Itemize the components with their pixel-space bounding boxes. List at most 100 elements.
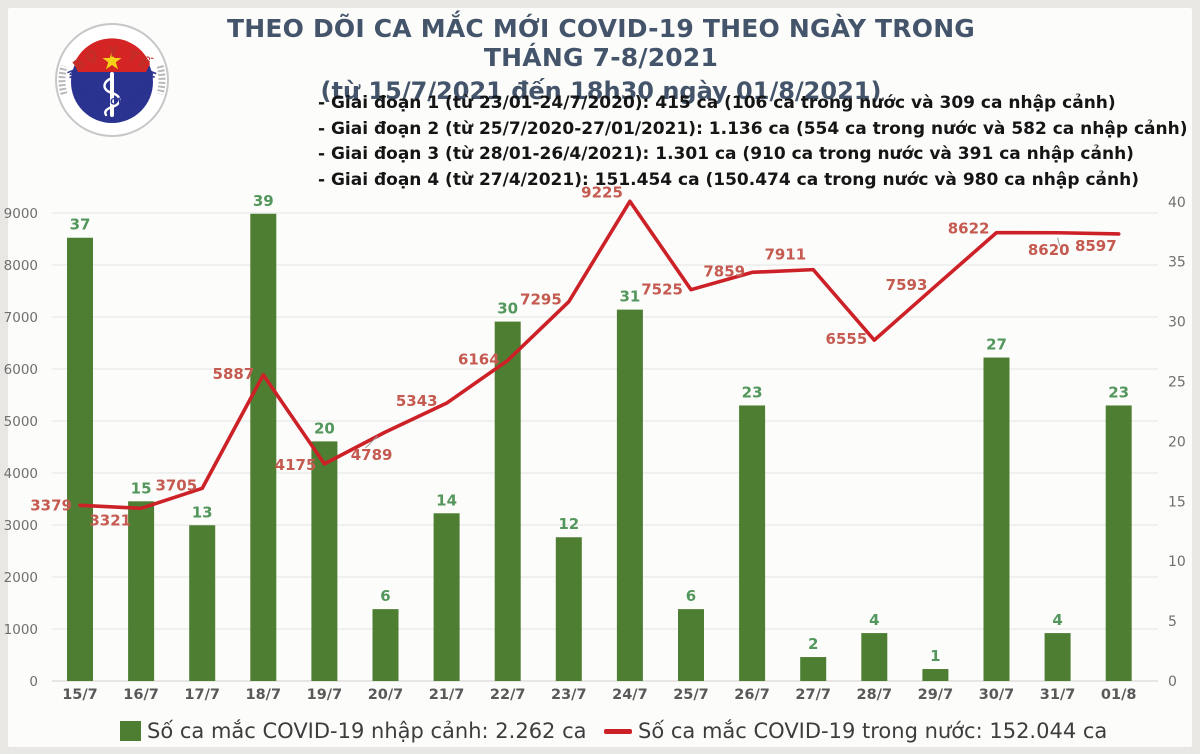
right-axis-tick: 5 (1168, 614, 1177, 630)
logo-snake (103, 76, 121, 117)
left-axis-tick: 9000 (4, 206, 38, 222)
bar-series-swatch (120, 721, 141, 741)
right-axis-tick: 15 (1168, 494, 1186, 510)
phase-1-summary: - Giai đoạn 1 (từ 23/01-24/7/2020): 415 … (318, 93, 1116, 113)
page-subtitle: (từ 15/7/2021 đến 18h30 ngày 01/8/2021) (320, 77, 882, 105)
bar-value-label: 14 (436, 491, 457, 509)
legend-item-domestic-cases: Số ca mắc COVID-19 trong nước: 152.044 c… (604, 719, 1107, 743)
phase-3-summary: - Giai đoạn 3 (từ 28/01-26/4/2021): 1.30… (318, 144, 1134, 164)
bar-value-label: 13 (192, 503, 213, 521)
line-value-label: 9225 (581, 183, 623, 201)
ministry-of-health-logo: BỘ Y TẾ MINISTRY OF HEALTH (55, 23, 169, 137)
right-axis-tick: 35 (1168, 255, 1186, 271)
legend-label-imported: Số ca mắc COVID-19 nhập cảnh: 2.262 ca (147, 719, 587, 743)
bar-value-label: 31 (619, 288, 640, 306)
x-axis-label: 25/7 (673, 687, 709, 703)
phase-summary-list: - Giai đoạn 1 (từ 23/01-24/7/2020): 415 … (318, 91, 1187, 193)
bar-value-label: 30 (497, 300, 518, 318)
x-axis-label: 31/7 (1040, 687, 1076, 703)
left-axis-tick: 8000 (4, 258, 38, 274)
bar (494, 321, 521, 681)
bar-value-label: 37 (70, 216, 91, 234)
left-axis-tick: 2000 (4, 570, 38, 586)
left-axis-tick: 0 (29, 674, 38, 690)
phase-2-summary: - Giai đoạn 2 (từ 25/7/2020-27/01/2021):… (318, 118, 1188, 139)
laurel-left (58, 65, 68, 95)
label-leader-line (1057, 237, 1061, 246)
bar (128, 501, 155, 681)
page-title: THEO DÕI CA MẮC MỚI COVID-19 THEO NGÀY T… (226, 14, 976, 72)
title-block: THEO DÕI CA MẮC MỚI COVID-19 THEO NGÀY T… (178, 14, 1024, 105)
bar (1105, 405, 1132, 681)
line-value-label: 6555 (826, 330, 868, 348)
left-axis-tick: 5000 (4, 414, 38, 430)
bar (922, 669, 949, 681)
line-value-label: 7295 (520, 291, 562, 309)
x-axis-label: 18/7 (246, 687, 282, 703)
phase-4-summary: - Giai đoạn 4 (từ 27/4/2021): 151.454 ca… (318, 169, 1139, 190)
x-axis-label: 17/7 (184, 687, 220, 703)
left-axis-tick: 7000 (4, 310, 38, 326)
line-value-label: 4175 (275, 456, 317, 474)
bar (1044, 633, 1071, 681)
bar (433, 513, 460, 681)
line-value-label: 5343 (396, 392, 438, 410)
x-axis-label: 27/7 (795, 687, 831, 703)
bar (861, 633, 888, 681)
x-axis-label: 19/7 (307, 687, 343, 703)
line-value-label: 3379 (30, 496, 72, 514)
x-axis-label: 30/7 (979, 687, 1015, 703)
bar-value-label: 20 (314, 419, 335, 437)
right-axis-tick: 40 (1168, 195, 1186, 211)
line-value-label: 7593 (886, 276, 928, 294)
right-axis-tick: 25 (1168, 375, 1186, 391)
bar-value-label: 23 (1108, 383, 1129, 401)
right-axis-tick: 0 (1168, 674, 1177, 690)
x-axis-label: 15/7 (62, 687, 98, 703)
bar-value-label: 6 (380, 587, 390, 605)
bar (372, 609, 399, 681)
bar-value-label: 4 (1052, 611, 1062, 629)
laurel-right (156, 65, 166, 95)
legend-item-imported-cases: Số ca mắc COVID-19 nhập cảnh: 2.262 ca (120, 719, 587, 743)
line-value-label: 4789 (351, 446, 393, 464)
bar-value-label: 39 (253, 192, 274, 210)
x-axis-label: 01/8 (1101, 687, 1137, 703)
x-axis-label: 23/7 (551, 687, 587, 703)
x-axis-label: 28/7 (857, 687, 893, 703)
line-value-label: 3705 (155, 476, 197, 494)
right-axis-tick: 30 (1168, 315, 1186, 331)
legend-label-domestic: Số ca mắc COVID-19 trong nước: 152.044 c… (638, 719, 1108, 743)
x-axis-label: 21/7 (429, 687, 465, 703)
line-value-label: 6164 (458, 350, 500, 368)
bar-value-label: 23 (742, 383, 763, 401)
x-axis-label: 26/7 (734, 687, 770, 703)
line-value-label: 8597 (1075, 237, 1117, 255)
bar (555, 537, 582, 681)
line-value-label: 8622 (948, 220, 990, 238)
bar (250, 213, 277, 681)
bar-value-label: 27 (986, 336, 1007, 354)
x-axis-label: 16/7 (123, 687, 159, 703)
x-axis-label: 24/7 (612, 687, 648, 703)
bar-value-label: 12 (558, 515, 579, 533)
left-axis-tick: 6000 (4, 362, 38, 378)
line-value-label: 5887 (213, 365, 255, 383)
bar (189, 525, 216, 681)
bar (739, 405, 766, 681)
left-axis-tick: 4000 (4, 466, 38, 482)
bar (616, 309, 643, 681)
label-leader-line (365, 435, 378, 449)
bar (800, 657, 827, 681)
line-series-swatch (604, 728, 632, 734)
bar (983, 357, 1010, 681)
domestic-cases-line (78, 199, 1121, 511)
line-value-label: 3321 (89, 511, 131, 529)
bar-value-label: 4 (869, 611, 879, 629)
line-value-label: 8620 (1028, 241, 1070, 259)
x-axis-label: 20/7 (368, 687, 404, 703)
bar (67, 237, 93, 682)
line-value-label: 7859 (703, 262, 745, 280)
